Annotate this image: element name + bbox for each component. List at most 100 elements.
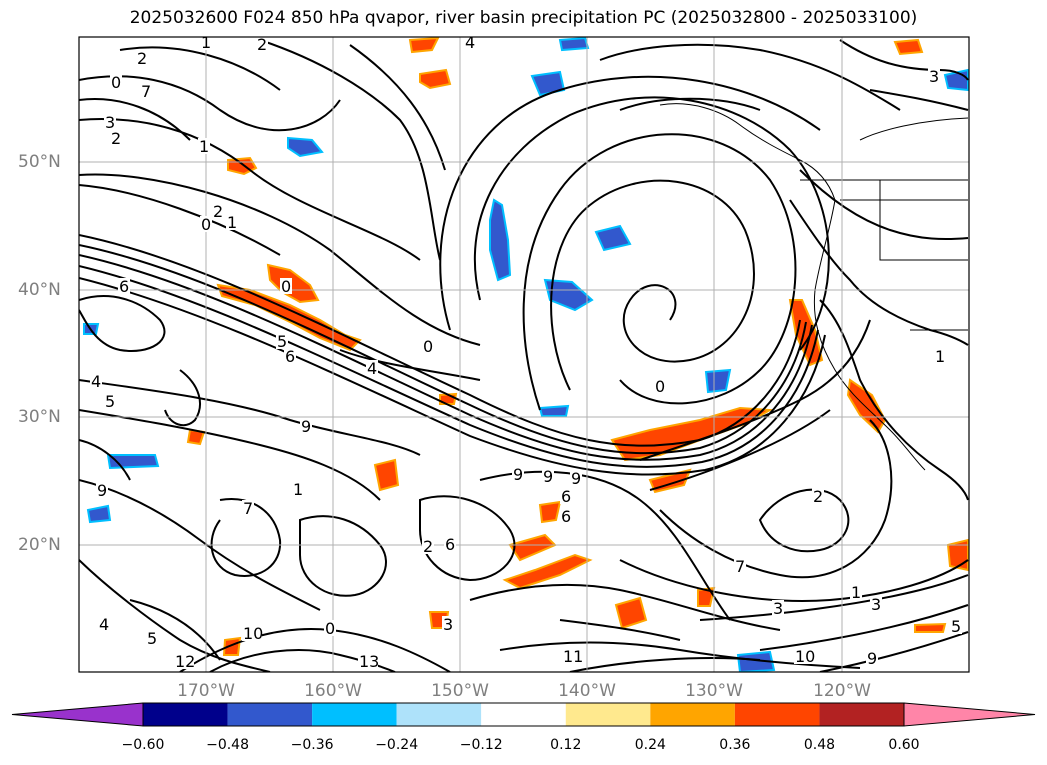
contour-label-bg	[110, 74, 122, 90]
colorbar-extend-high	[903, 702, 1036, 727]
contour-label-bg	[256, 37, 268, 52]
lon-label-140w: 140°W	[558, 681, 616, 701]
graticule	[79, 37, 969, 672]
contour-label-bg	[850, 584, 862, 600]
contour-label-bg	[542, 468, 554, 484]
contour-label-bg	[200, 216, 212, 232]
contour-label: 10	[243, 624, 263, 643]
colorbar-outline	[142, 702, 905, 727]
lon-label-160w: 160°W	[304, 681, 362, 701]
contour-label: 5	[951, 617, 961, 636]
contour-label: 3	[443, 615, 453, 634]
contour-label: 2	[111, 129, 121, 148]
contour-label: 5	[147, 629, 157, 648]
contour-label: 1	[201, 33, 211, 52]
contour-label-bg	[284, 348, 296, 364]
contour-label-bg	[560, 508, 572, 524]
contour-label-bg	[136, 50, 148, 66]
colorbar-tick-label: −0.60	[121, 737, 165, 753]
contour-label-bg	[562, 648, 582, 664]
colorbar-tick-label: −0.24	[375, 737, 419, 753]
contour-label: 3	[929, 67, 939, 86]
contour-label: 6	[561, 487, 571, 506]
colorbar-segment	[143, 703, 228, 726]
contour-label: 4	[99, 615, 109, 634]
contour-label: 6	[445, 535, 455, 554]
colorbar-tick-label: −0.12	[459, 737, 503, 753]
contour-label: 2	[137, 49, 147, 68]
colorbar-tick-label: 0.36	[719, 737, 751, 753]
contour-label-bg	[366, 360, 378, 376]
contour-label: 1	[199, 137, 209, 156]
contour-label: 12	[175, 652, 195, 671]
contour-label: 7	[735, 557, 745, 576]
contour-label-bg	[174, 653, 194, 669]
contour-label-bg	[140, 83, 152, 99]
contour-label-bg	[866, 650, 878, 666]
contour-label-bg	[324, 620, 336, 636]
colorbar-tick-label: 0.60	[888, 737, 920, 753]
coastline	[659, 103, 969, 471]
contour-label: 9	[571, 469, 581, 488]
contour-label: 1	[227, 213, 237, 232]
contour-label-bg	[464, 37, 476, 50]
contour-label: 11	[563, 647, 583, 666]
contour-label: 0	[201, 215, 211, 234]
lon-label-130w: 130°W	[685, 681, 743, 701]
colorbar-tick-label: −0.36	[290, 737, 334, 753]
colorbar-segment	[227, 703, 313, 726]
contour-label-bg	[212, 203, 224, 219]
contour-label-bg	[198, 138, 210, 154]
contour-label-bg	[96, 482, 108, 498]
contour-label-bg	[118, 278, 130, 294]
contour-label-bg	[242, 625, 262, 641]
contour-label-bg	[226, 214, 238, 230]
contour-label: 9	[543, 467, 553, 486]
contour-label-bg	[104, 114, 116, 130]
map-frame	[78, 36, 970, 673]
contour-label-bg	[934, 348, 946, 364]
colorbar-segment	[396, 703, 482, 726]
contour-label: 2	[213, 202, 223, 221]
contour-label-bg	[242, 500, 254, 516]
contour-label-bg	[110, 130, 122, 146]
contour-label-bg	[422, 338, 434, 354]
contour-label: 2	[813, 487, 823, 506]
contour-label: 4	[91, 372, 101, 391]
contour-label: 5	[105, 392, 115, 411]
contour-label: 0	[655, 377, 665, 396]
lon-label-120w: 120°W	[813, 681, 871, 701]
contour-label: 10	[795, 647, 815, 666]
contour-label: 1	[935, 347, 945, 366]
contour-label: 1	[293, 480, 303, 499]
contour-label: 0	[325, 619, 335, 638]
contour-label: 1	[851, 583, 861, 602]
colorbar-tick-label: 0.12	[550, 737, 582, 753]
colorbar-tick-label: −0.48	[206, 737, 249, 753]
contour-label: 3	[773, 599, 783, 618]
contour-label: 3	[871, 595, 881, 614]
contour-label: 7	[243, 499, 253, 518]
lat-label-20n: 20°N	[18, 535, 61, 555]
contour-label-bg	[300, 418, 312, 434]
contour-label-bg	[292, 481, 304, 497]
contour-label: 5	[277, 332, 287, 351]
map-title: 2025032600 F024 850 hPa qvapor, river ba…	[129, 8, 918, 28]
contour-label: 6	[285, 347, 295, 366]
contour-label-bg	[772, 600, 784, 616]
contour-label-bg	[870, 596, 882, 612]
contour-label: 4	[367, 359, 377, 378]
contour-label-bg	[358, 653, 378, 669]
contour-label: 7	[141, 82, 151, 101]
colorbar-tick-label: 0.24	[634, 737, 666, 753]
contour-label-bg	[200, 37, 212, 50]
contour-label-bg	[794, 648, 814, 664]
contour-label-bg	[444, 536, 456, 552]
colorbar-tick-label: 0.48	[803, 737, 836, 753]
lon-label-150w: 150°W	[431, 681, 489, 701]
contour-label-bg	[560, 488, 572, 504]
lat-label-30n: 30°N	[18, 407, 61, 427]
contour-label-bg	[442, 616, 454, 632]
